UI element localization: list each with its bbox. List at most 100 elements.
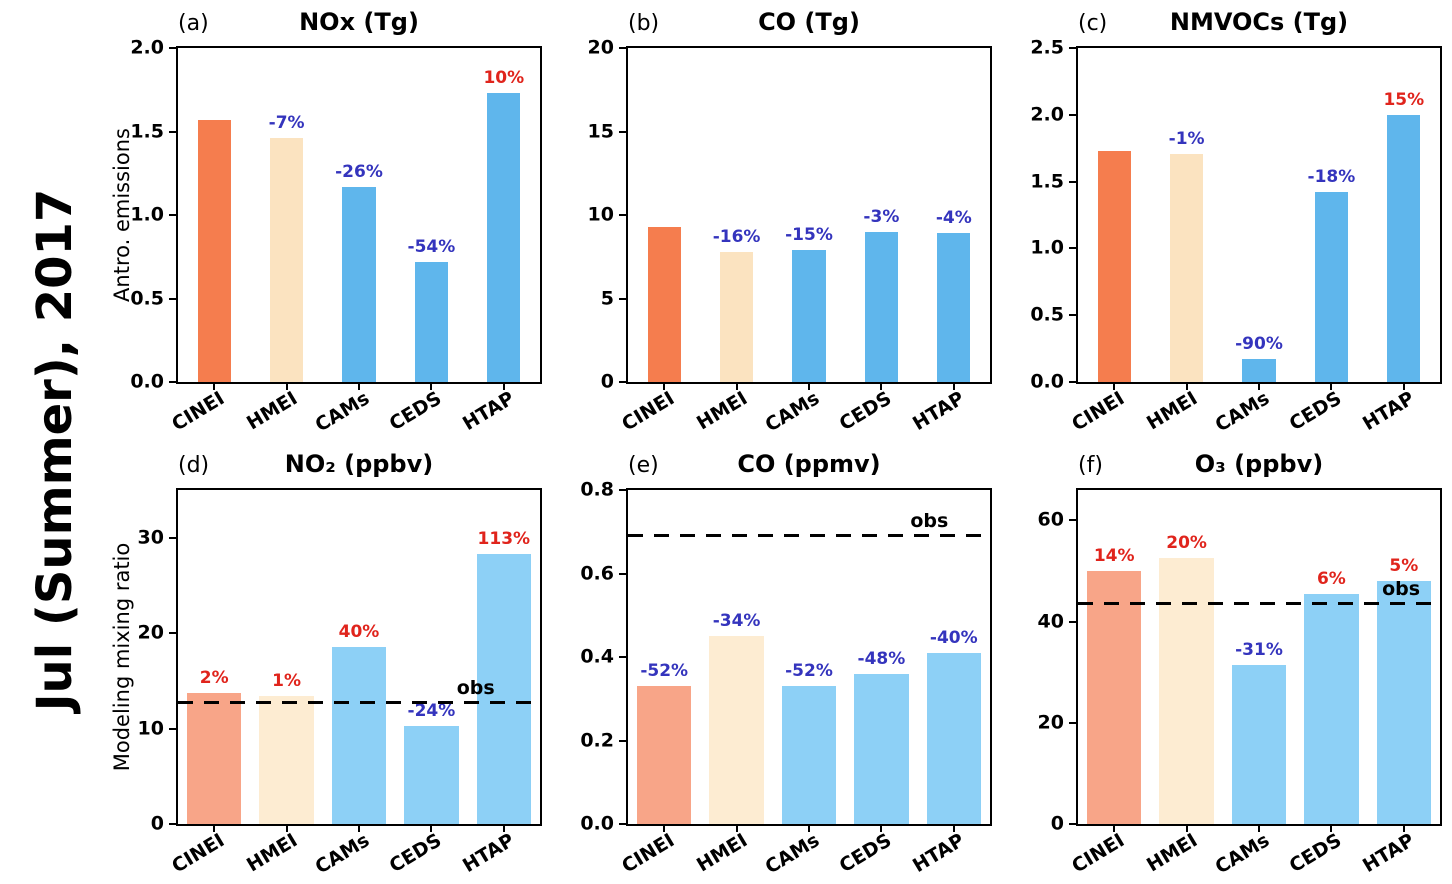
bar-percent-label: 15% — [1383, 89, 1425, 110]
bar-percent-label: -26% — [335, 161, 383, 182]
x-category-label: HTAP — [908, 829, 969, 878]
bar-percent-label: -4% — [935, 208, 972, 229]
y-tick-label: 0.5 — [1030, 303, 1064, 326]
bar-percent-label: -40% — [929, 627, 978, 648]
y-tick-label: 1.5 — [1030, 170, 1064, 193]
y-tick-label: 0.0 — [1030, 370, 1064, 393]
panel-b: (b) CO (Tg) 0 5 10 15 20 CINEI HMEI -16% CAMs -15… — [550, 0, 1000, 442]
bar-htap — [1387, 114, 1421, 382]
y-tick-label: 0 — [1050, 812, 1064, 835]
y-tick-label: 0.0 — [580, 812, 614, 835]
figure-row-title: Jul (Summer), 2017 — [27, 188, 83, 712]
x-tick-mark — [952, 382, 955, 390]
bar-hmei — [259, 696, 314, 824]
plot-area: 0.0 0.2 0.4 0.6 0.8 CINEI -52% HMEI -34% CAMs -52%… — [580, 480, 992, 878]
bar-percent-label: 40% — [338, 621, 380, 642]
bar-ceds — [404, 725, 459, 824]
y-tick-mark — [169, 632, 178, 635]
bar-hmei — [719, 251, 754, 382]
x-tick-mark — [1330, 382, 1333, 390]
x-tick-mark — [1258, 382, 1260, 390]
x-tick-mark — [358, 824, 360, 832]
bar-cams — [342, 186, 376, 382]
y-tick-label: 0 — [600, 370, 614, 393]
panel-label: (b) — [628, 11, 660, 36]
y-tick-mark — [169, 214, 178, 216]
x-tick-mark — [808, 382, 810, 390]
x-tick-mark — [430, 382, 433, 390]
bar-cinei — [187, 693, 242, 824]
bar-percent-label: -52% — [785, 661, 833, 682]
y-tick-label: 2.0 — [1030, 103, 1064, 126]
x-tick-mark — [1185, 824, 1188, 832]
panel-header: (d) NO₂ (ppbv) — [176, 450, 542, 484]
panel-header: (a) NOx (Tg) — [176, 8, 542, 42]
panel-header: (b) CO (Tg) — [626, 8, 992, 42]
y-tick-mark — [169, 536, 178, 539]
y-tick-mark — [169, 130, 178, 133]
y-tick-label: 2.5 — [1030, 36, 1064, 59]
panel-title: NMVOCs (Tg) — [1169, 8, 1349, 36]
y-tick-mark — [1069, 721, 1078, 724]
bar-hmei — [1169, 153, 1204, 382]
bar-cams — [1242, 359, 1276, 382]
panel-label: (c) — [1078, 11, 1108, 36]
bar-percent-label: 5% — [1389, 556, 1419, 577]
panel-title: O₃ (ppbv) — [1194, 450, 1324, 478]
panel-label: (f) — [1078, 453, 1103, 478]
bar-percent-label: 6% — [1316, 568, 1346, 589]
bar-percent-label: -90% — [1235, 334, 1283, 355]
x-tick-mark — [213, 824, 216, 832]
panel-f: (f) O₃ (ppbv) 0 20 40 60 CINEI 14% HMEI 20% CAMs… — [1000, 442, 1450, 884]
y-tick-label: 0.5 — [130, 287, 164, 309]
obs-label: obs — [910, 509, 949, 532]
x-tick-mark — [880, 382, 883, 390]
y-tick-mark — [1069, 247, 1078, 250]
panel-e: (e) CO (ppmv) 0.0 0.2 0.4 0.6 0.8 CINEI -52% HM… — [550, 442, 1000, 884]
y-tick-mark — [169, 297, 178, 300]
bar-percent-label: -18% — [1307, 167, 1356, 188]
bar-percent-label: -3% — [863, 206, 900, 227]
y-tick-mark — [1069, 113, 1078, 116]
bar-htap — [1376, 581, 1431, 824]
panel-a: (a) NOx (Tg) Antro. emissions 0.0 0.5 1.0 1… — [100, 0, 550, 442]
bar-percent-label: 14% — [1093, 545, 1135, 566]
plot-area: 0 10 20 30 CINEI 2% HMEI 1% CAMs 40% CEDS -24% HTAP 1… — [138, 488, 542, 878]
bar-percent-label: 20% — [1166, 533, 1207, 554]
bar-htap — [926, 652, 981, 824]
y-tick-label: 0.8 — [580, 478, 614, 501]
y-tick-mark — [169, 823, 178, 825]
x-tick-mark — [663, 382, 666, 390]
bar-ceds — [1314, 192, 1349, 382]
y-tick-label: 1.5 — [130, 120, 164, 142]
x-tick-mark — [808, 824, 810, 832]
panel-header: (e) CO (ppmv) — [626, 450, 992, 484]
bar-percent-label: 2% — [199, 668, 229, 689]
y-tick-label: 0.4 — [580, 645, 614, 668]
bar-percent-label: -15% — [785, 225, 833, 246]
x-tick-mark — [1330, 824, 1333, 832]
panel-c: (c) NMVOCs (Tg) 0.0 0.5 1.0 1.5 2.0 2.5 CINEI H… — [1000, 0, 1450, 442]
bar-cams — [1231, 664, 1287, 824]
y-tick-mark — [619, 823, 628, 825]
y-tick-mark — [1069, 519, 1078, 522]
bar-cams — [792, 250, 826, 382]
bar-ceds — [414, 261, 449, 382]
bar-hmei — [709, 636, 764, 824]
panel-title: NO₂ (ppbv) — [284, 450, 434, 478]
x-tick-mark — [952, 824, 955, 832]
bar-percent-label: -1% — [1168, 128, 1205, 149]
plot-area: 0 5 10 15 20 CINEI HMEI -16% CAMs -15% CEDS -3% HTAP… — [588, 38, 992, 436]
bar-ceds — [864, 231, 899, 382]
panel-title: CO (Tg) — [758, 8, 860, 36]
bar-htap — [937, 233, 971, 382]
bar-ceds — [1304, 593, 1359, 824]
y-tick-mark — [1069, 620, 1078, 623]
plot-area: 0.0 0.5 1.0 1.5 2.0 2.5 CINEI HMEI -1% CAMs -90% CE… — [1030, 38, 1442, 436]
bar-percent-label: -16% — [712, 226, 761, 247]
bar-htap — [487, 93, 521, 382]
x-tick-mark — [358, 382, 360, 390]
x-tick-mark — [1402, 824, 1405, 832]
y-tick-mark — [619, 47, 628, 49]
